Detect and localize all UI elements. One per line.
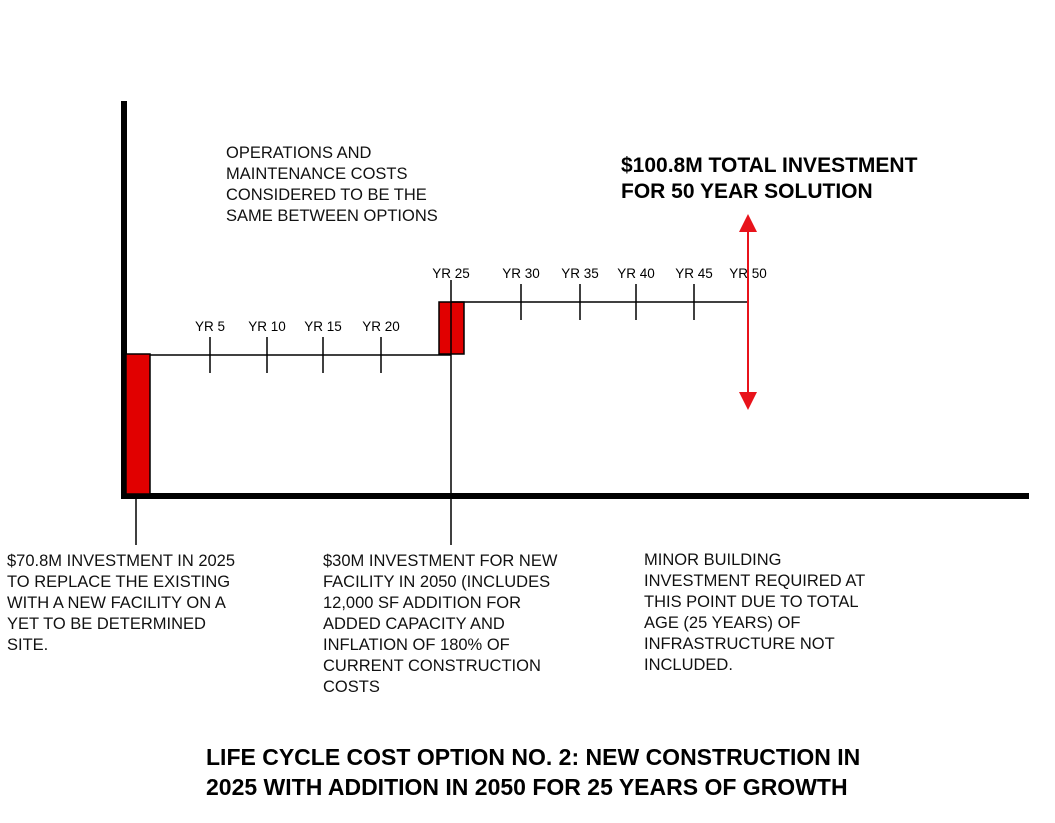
investment-2025-line: WITH A NEW FACILITY ON A — [7, 594, 226, 612]
minor-investment-line: INVESTMENT REQUIRED AT — [644, 572, 866, 590]
year-label: YR 10 — [248, 319, 286, 334]
investment-2050-line: ADDED CAPACITY AND — [323, 615, 505, 633]
year-label: YR 20 — [362, 319, 400, 334]
investment-2050-note: $30M INVESTMENT FOR NEW FACILITY IN 2050… — [323, 551, 557, 698]
investment-2050-line: FACILITY IN 2050 (INCLUDES — [323, 573, 551, 591]
arrowhead-down-icon — [739, 392, 757, 410]
investment-2025-note: $70.8M INVESTMENT IN 2025 TO REPLACE THE… — [7, 551, 235, 656]
investment-2025-line: TO REPLACE THE EXISTING — [7, 573, 231, 591]
year-label: YR 5 — [195, 319, 225, 334]
om-note-line: CONSIDERED TO BE THE — [226, 186, 427, 204]
minor-investment-line: INCLUDED. — [644, 656, 733, 674]
investment-2050-line: INFLATION OF 180% OF — [323, 636, 510, 654]
investment-bar-2025 — [125, 353, 151, 495]
investment-2025-line: $70.8M INVESTMENT IN 2025 — [7, 552, 236, 570]
diagram-title-line: LIFE CYCLE COST OPTION NO. 2: NEW CONSTR… — [206, 744, 861, 770]
diagram-title-line: 2025 WITH ADDITION IN 2050 FOR 25 YEARS … — [206, 774, 848, 800]
investment-2050-line: CURRENT CONSTRUCTION — [323, 657, 541, 675]
om-costs-note: OPERATIONS AND MAINTENANCE COSTS CONSIDE… — [226, 143, 438, 227]
minor-investment-line: MINOR BUILDING — [644, 551, 782, 569]
om-note-line: MAINTENANCE COSTS — [226, 165, 408, 183]
om-note-line: OPERATIONS AND — [226, 144, 372, 162]
minor-investment-line: THIS POINT DUE TO TOTAL — [644, 593, 859, 611]
year-label: YR 45 — [675, 266, 713, 281]
minor-investment-note: MINOR BUILDING INVESTMENT REQUIRED AT TH… — [644, 550, 865, 676]
arrowhead-up-icon — [739, 214, 757, 232]
year-label: YR 25 — [432, 266, 470, 281]
year-label: YR 30 — [502, 266, 540, 281]
om-note-line: SAME BETWEEN OPTIONS — [226, 207, 438, 225]
year-label: YR 35 — [561, 266, 599, 281]
investment-2025-line: SITE. — [7, 636, 49, 654]
investment-2050-line: COSTS — [323, 678, 380, 696]
year-label: YR 15 — [304, 319, 342, 334]
investment-2050-line: $30M INVESTMENT FOR NEW — [323, 552, 558, 570]
total-investment-line: FOR 50 YEAR SOLUTION — [621, 180, 873, 203]
diagram-title: LIFE CYCLE COST OPTION NO. 2: NEW CONSTR… — [206, 742, 860, 802]
minor-investment-line: AGE (25 YEARS) OF — [644, 614, 801, 632]
investment-2025-line: YET TO BE DETERMINED — [7, 615, 206, 633]
year-label: YR 40 — [617, 266, 655, 281]
investment-2050-line: 12,000 SF ADDITION FOR — [323, 594, 522, 612]
total-investment-line: $100.8M TOTAL INVESTMENT — [621, 154, 918, 177]
minor-investment-line: INFRASTRUCTURE NOT — [644, 635, 835, 653]
total-investment-label: $100.8M TOTAL INVESTMENT FOR 50 YEAR SOL… — [621, 153, 917, 205]
